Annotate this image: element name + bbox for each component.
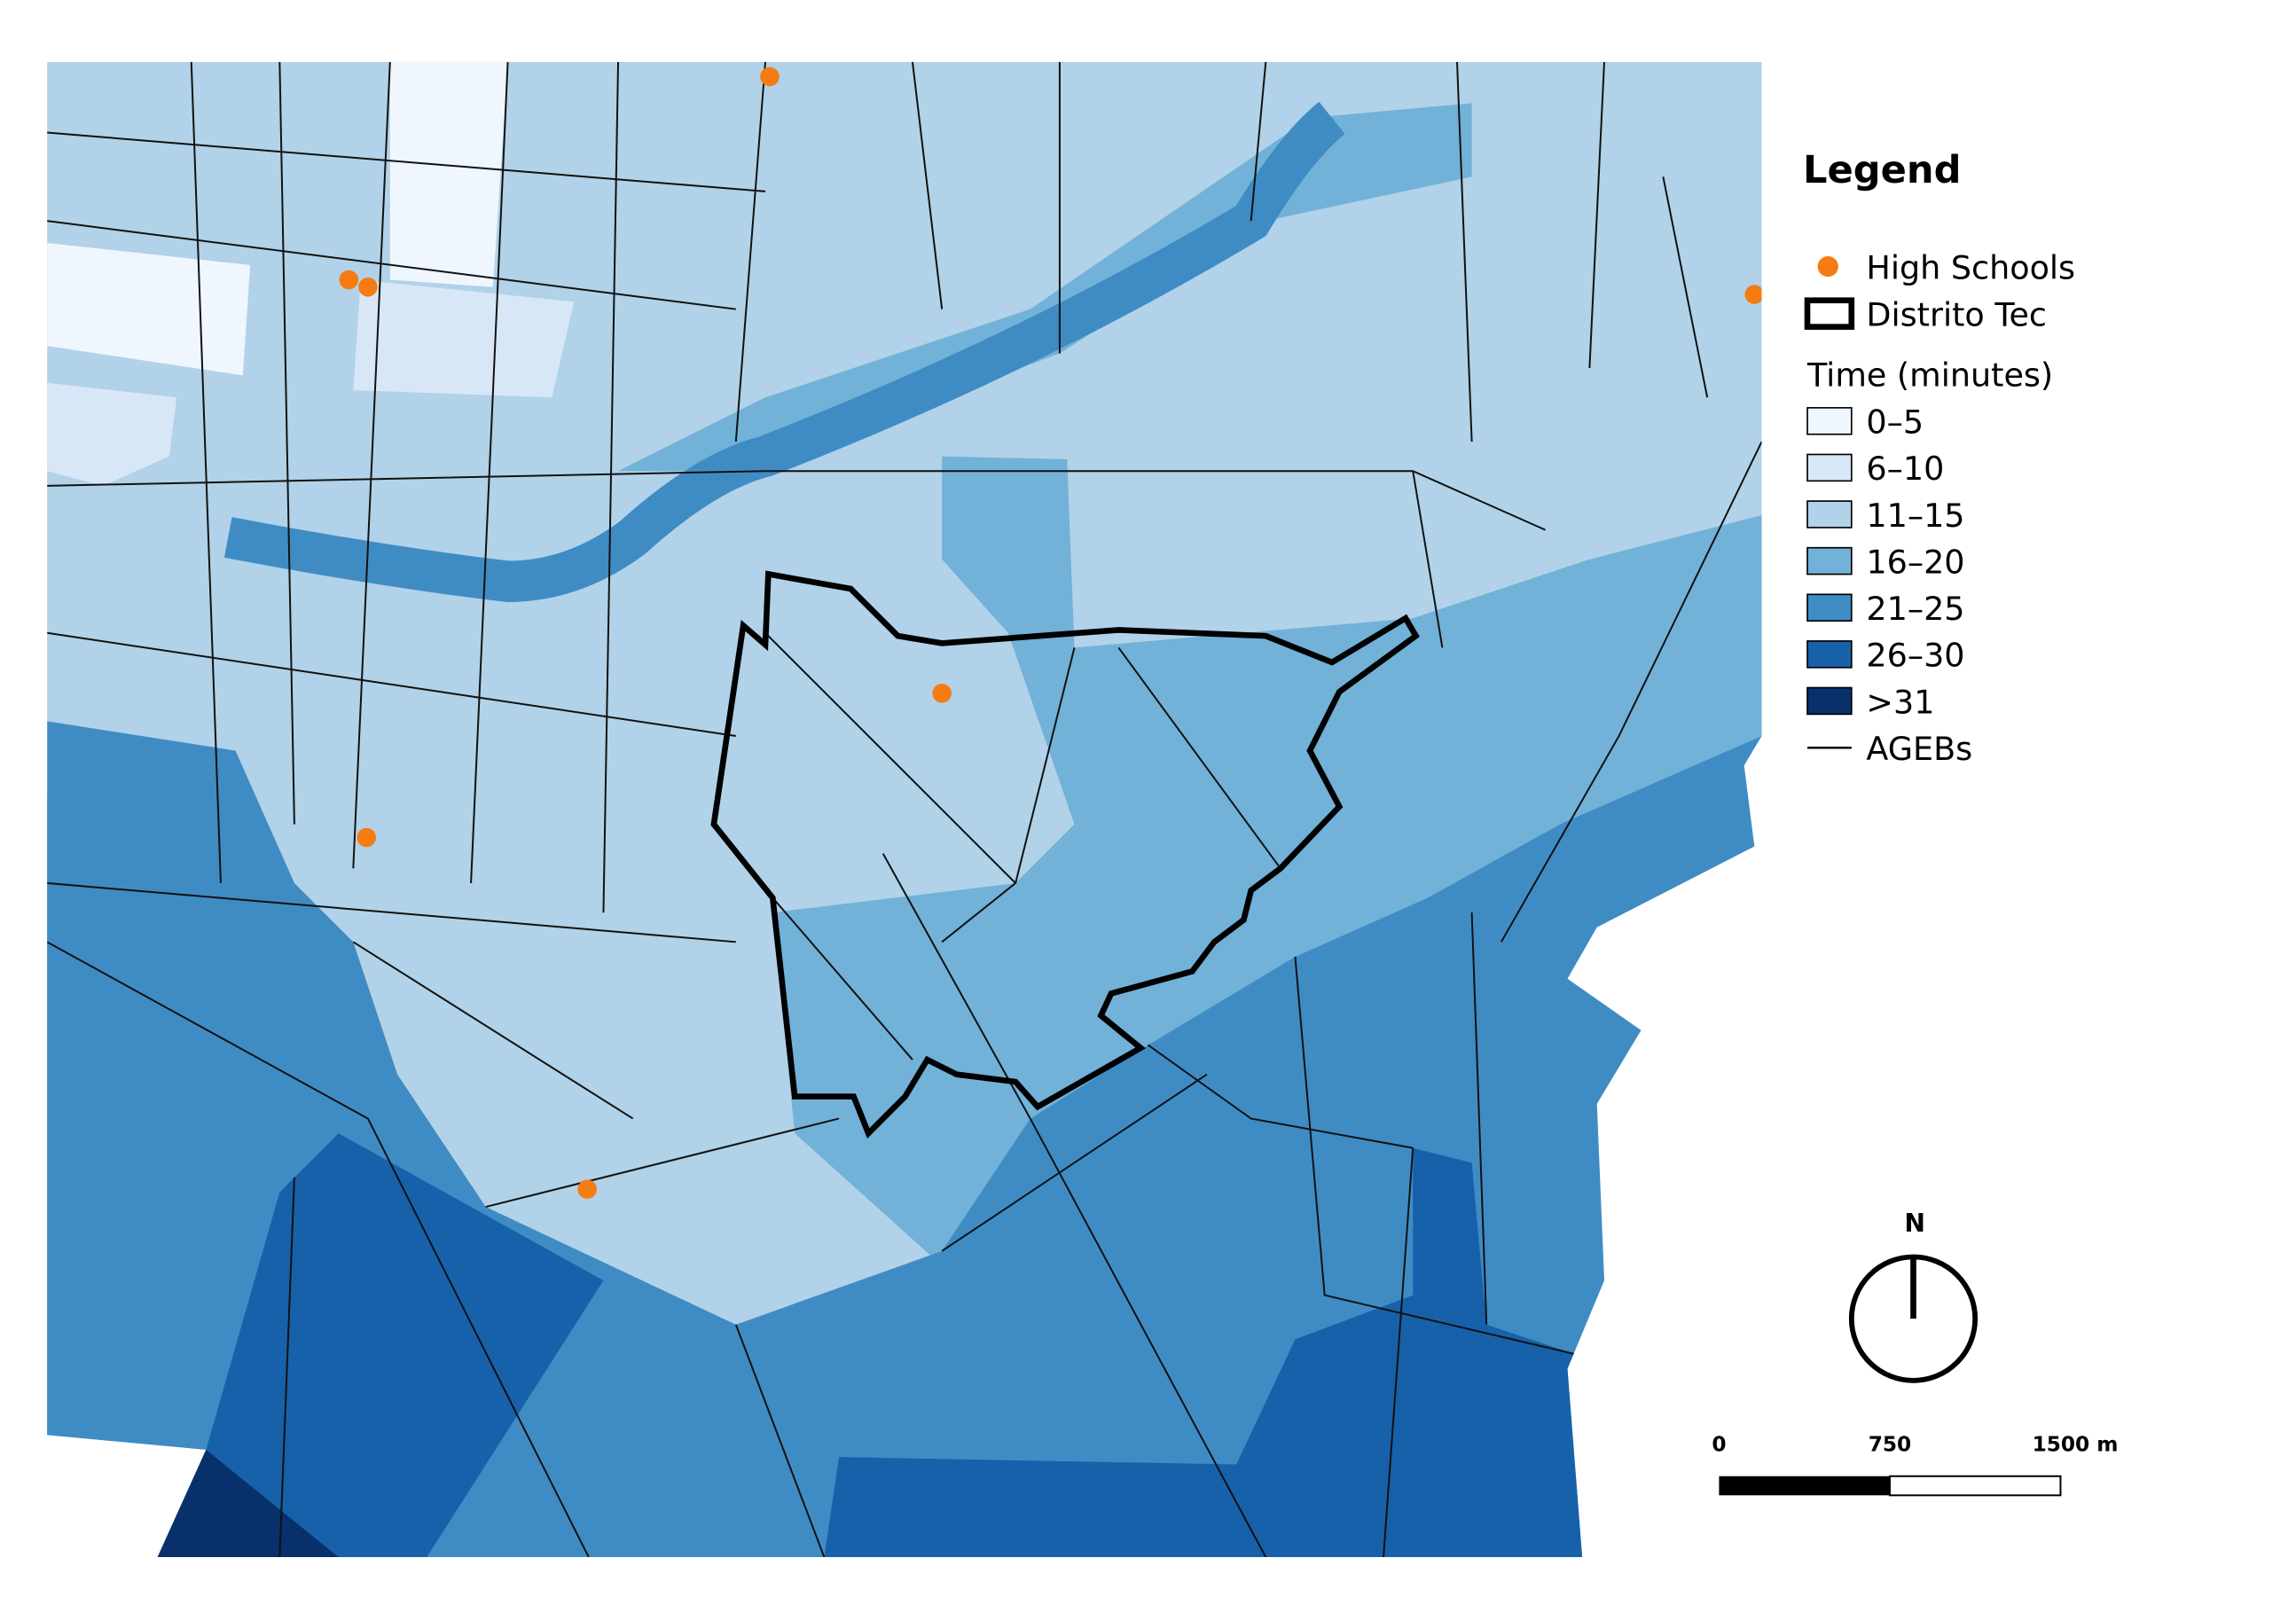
legend-swatch xyxy=(1806,593,1853,622)
distrito-tec-boundary xyxy=(710,570,1420,1139)
school xyxy=(358,277,378,297)
legend: Legend High Schools Distrito Tec Time (m… xyxy=(1803,148,2075,768)
legend-label: High Schools xyxy=(1866,248,2075,286)
legend-swatch xyxy=(1806,686,1853,716)
school xyxy=(1744,285,1762,304)
legend-title: Legend xyxy=(1803,148,1961,192)
school xyxy=(760,67,780,87)
river xyxy=(223,101,1345,602)
legend-district-symbol xyxy=(1804,297,1855,330)
legend-label: 21–25 xyxy=(1866,590,1964,628)
school xyxy=(932,684,952,703)
region xyxy=(772,456,1762,1266)
legend-label: AGEBs xyxy=(1866,730,1972,768)
scale-segment xyxy=(1719,1476,1890,1496)
legend-label: 0–5 xyxy=(1866,403,1924,442)
legend-label: >31 xyxy=(1866,683,1934,721)
school xyxy=(357,827,377,848)
legend-subtitle: Time (minutes) xyxy=(1806,356,2053,395)
legend-swatch xyxy=(1806,453,1853,482)
school xyxy=(577,1179,597,1199)
legend-label: Distrito Tec xyxy=(1866,295,2047,333)
scale-segment xyxy=(1888,1475,2062,1497)
region xyxy=(157,1133,604,1558)
legend-swatch xyxy=(1806,546,1853,575)
legend-school-symbol xyxy=(1817,255,1838,278)
scale-label: 1500 m xyxy=(2033,1433,2119,1457)
legend-label: 6–10 xyxy=(1866,450,1944,488)
region xyxy=(389,61,508,287)
legend-swatch xyxy=(1806,500,1853,528)
region xyxy=(353,279,575,398)
legend-label: 11–15 xyxy=(1866,497,1964,535)
map-area xyxy=(47,61,1762,1558)
region xyxy=(47,795,339,1450)
legend-label: 26–30 xyxy=(1866,637,1964,675)
school xyxy=(339,270,359,290)
legend-swatch xyxy=(1806,407,1853,435)
legend-swatch xyxy=(1806,640,1853,669)
region xyxy=(157,1449,339,1558)
scale-bar: 0 750 1500 m xyxy=(1712,1433,2119,1497)
region xyxy=(47,382,177,486)
high-schools xyxy=(339,67,1762,1199)
legend-label: 16–20 xyxy=(1866,543,1964,581)
ageb-boundaries xyxy=(47,61,1762,1558)
north-arrow: N xyxy=(1848,1209,1979,1383)
scale-label: 750 xyxy=(1869,1433,1911,1457)
north-label: N xyxy=(1904,1209,1925,1238)
scale-label: 0 xyxy=(1712,1433,1726,1457)
region xyxy=(824,1147,1583,1558)
